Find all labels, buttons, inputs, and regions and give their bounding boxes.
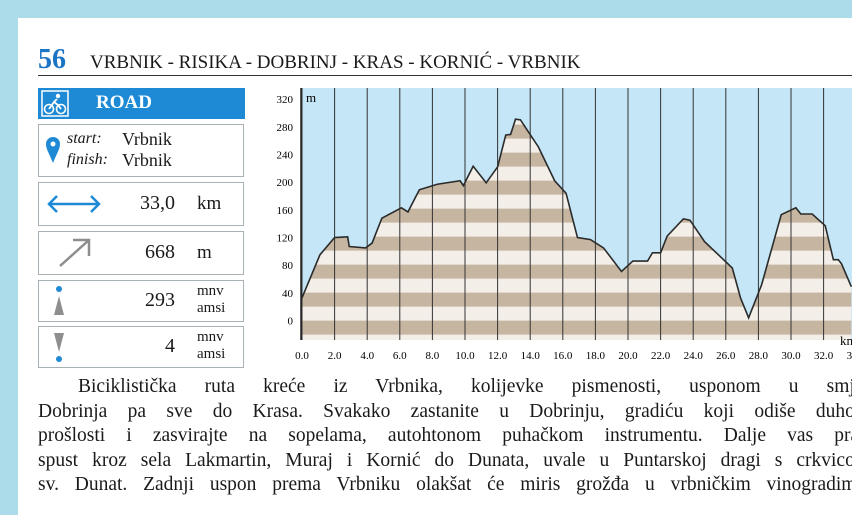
start-label: start: — [67, 130, 102, 147]
mode-label: ROAD — [96, 92, 152, 113]
y-tick-label: 240 — [277, 149, 294, 161]
max-box: 293 mnv amsi — [38, 280, 244, 322]
profile-line — [301, 118, 852, 321]
rule — [38, 75, 852, 76]
x-tick-label: 2.0 — [328, 350, 342, 362]
x-tick-label: 10.0 — [455, 350, 475, 362]
min-value: 4 — [165, 335, 175, 357]
x-tick-label: 34.0 — [847, 350, 852, 362]
plot — [301, 88, 852, 340]
y-tick-label: 160 — [277, 205, 294, 217]
x-tick-label: 4.0 — [360, 350, 374, 362]
min-unit-1: mnv — [197, 329, 224, 345]
max-unit-2: amsi — [197, 300, 226, 316]
distance-icon — [47, 195, 101, 213]
distance-box: 33,0 km — [38, 182, 244, 226]
page-number: 56 — [38, 44, 66, 75]
y-tick-label: 280 — [277, 122, 294, 134]
x-tick-label: 18.0 — [586, 350, 606, 362]
min-icon — [54, 333, 64, 362]
x-tick-label: 32.0 — [814, 350, 834, 362]
route-title: VRBNIK - RISIKA - DOBRINJ - KRAS - KORNI… — [90, 52, 581, 73]
x-tick-label: 0.0 — [295, 350, 309, 362]
finish-value: Vrbnik — [122, 150, 172, 170]
finish-label: finish: — [67, 151, 108, 168]
x-tick-label: 26.0 — [716, 350, 736, 362]
x-tick-label: 28.0 — [749, 350, 769, 362]
text-line: Dobrinja pa sve do Krasa. Svakako zastan… — [38, 400, 852, 422]
min-unit-2: amsi — [197, 346, 226, 362]
y-tick-label: 120 — [277, 233, 294, 245]
climb-unit: m — [197, 242, 212, 263]
x-tick-label: 22.0 — [651, 350, 671, 362]
text-line: sv. Dunat. Zadnji uspon prema Vrbniku ol… — [38, 474, 852, 495]
profile-fill — [302, 119, 852, 340]
x-tick-label: 30.0 — [781, 350, 801, 362]
max-unit-1: mnv — [197, 283, 224, 299]
x-tick-label: 6.0 — [393, 350, 407, 362]
start-value: Vrbnik — [122, 129, 172, 149]
x-tick-label: 8.0 — [426, 350, 440, 362]
distance-unit: km — [197, 193, 222, 214]
distance-value: 33,0 — [140, 192, 175, 214]
start-finish-box: start: Vrbnik finish: Vrbnik — [38, 124, 244, 177]
text-line: prošlosti i zasvirajte na sopelama, auto… — [38, 425, 852, 446]
bike-icon — [41, 90, 69, 117]
min-box: 4 mnv amsi — [38, 326, 244, 368]
y-tick-label: 0 — [288, 316, 294, 328]
x-tick-label: 12.0 — [488, 350, 508, 362]
y-axis-label: m — [306, 90, 316, 105]
elevation-chart: 0 40 80 120 160 200 240 280 320 0.0 2.0 4.0 6.0 8.0 10… — [277, 88, 852, 362]
y-tick-label: 320 — [277, 94, 294, 106]
climb-box: 668 m — [38, 231, 244, 275]
x-tick-label: 14.0 — [521, 350, 541, 362]
x-tick-label: 16.0 — [553, 350, 573, 362]
text-line: spust kroz sela Lakmartin, Muraj i Korni… — [38, 449, 852, 471]
max-value: 293 — [145, 289, 175, 311]
climb-value: 668 — [145, 241, 175, 263]
climb-icon — [59, 238, 91, 267]
y-tick-label: 200 — [277, 177, 294, 189]
y-tick-label: 40 — [282, 288, 294, 300]
max-icon — [54, 286, 64, 315]
x-tick-label: 24.0 — [684, 350, 704, 362]
x-axis-label: km — [840, 333, 852, 348]
x-tick-label: 20.0 — [618, 350, 638, 362]
mode-box: ROAD — [38, 88, 245, 119]
y-tick-label: 80 — [282, 260, 294, 272]
pin-icon — [46, 137, 60, 163]
text-line: Biciklistička ruta kreće iz Vrbnika, kol… — [78, 376, 852, 397]
